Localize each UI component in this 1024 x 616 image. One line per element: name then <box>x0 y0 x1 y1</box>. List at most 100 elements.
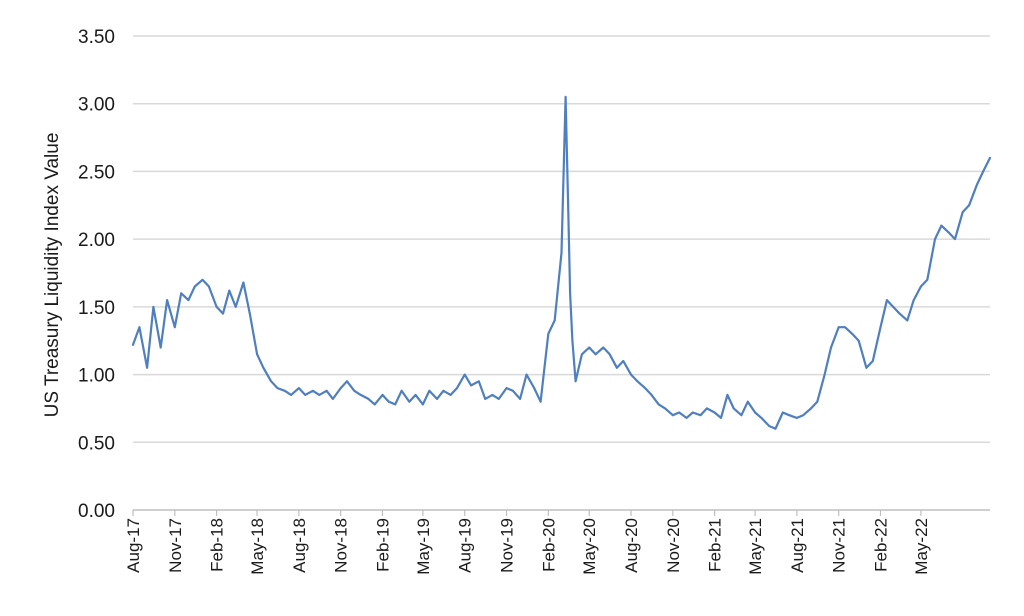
data-point <box>166 299 169 301</box>
data-point <box>768 425 771 427</box>
data-point <box>810 407 812 410</box>
data-point <box>664 407 666 410</box>
data-point <box>463 373 466 376</box>
data-point <box>248 312 251 315</box>
data-point <box>519 398 521 400</box>
data-point <box>788 414 791 417</box>
data-point <box>685 417 688 419</box>
data-point <box>564 96 567 98</box>
data-point <box>657 403 660 406</box>
data-point <box>726 394 729 396</box>
data-point <box>180 292 183 295</box>
data-point <box>339 387 342 389</box>
data-point <box>630 373 632 376</box>
data-point <box>138 326 141 329</box>
data-point <box>201 278 204 281</box>
data-point <box>982 170 985 173</box>
x-tick-label: May-21 <box>746 518 765 575</box>
data-point <box>644 387 646 389</box>
data-point <box>187 299 190 301</box>
data-point <box>594 353 597 356</box>
y-tick-label: 1.50 <box>78 298 115 319</box>
data-point <box>242 281 245 284</box>
data-point <box>283 389 286 392</box>
data-point <box>132 343 134 346</box>
gridlines <box>133 35 990 444</box>
data-point <box>400 389 403 392</box>
data-point <box>961 211 964 214</box>
data-point <box>713 411 716 414</box>
data-point <box>732 407 735 410</box>
data-point <box>940 224 943 227</box>
data-point <box>394 403 397 406</box>
x-tick-label: Aug-19 <box>456 518 475 573</box>
data-point <box>353 389 356 392</box>
data-point <box>208 285 210 288</box>
data-point <box>636 380 639 383</box>
data-point <box>912 299 915 301</box>
data-point <box>477 380 480 383</box>
x-tick-label: Nov-17 <box>166 518 185 573</box>
data-point <box>553 319 556 322</box>
y-tick-label: 0.00 <box>78 501 115 522</box>
data-point <box>954 238 956 241</box>
y-tick-label: 0.50 <box>78 433 115 454</box>
y-tick-label: 2.50 <box>78 162 115 183</box>
data-point <box>422 403 424 406</box>
data-point <box>325 389 328 392</box>
data-point <box>975 184 978 186</box>
axes <box>132 509 990 516</box>
data-point <box>304 394 307 396</box>
data-point <box>359 394 362 396</box>
data-point <box>898 312 901 315</box>
data-point <box>796 417 798 419</box>
data-point <box>436 398 438 400</box>
x-tick-label: Feb-20 <box>539 518 558 572</box>
x-tick-label: May-19 <box>414 518 433 575</box>
x-tick-label: Aug-21 <box>788 518 807 573</box>
data-point <box>581 353 583 356</box>
data-point <box>926 278 929 281</box>
data-point <box>906 319 909 322</box>
data-point <box>491 394 494 396</box>
data-point <box>781 411 784 414</box>
data-point <box>146 366 149 369</box>
data-point <box>989 157 991 159</box>
data-point <box>367 398 370 400</box>
data-point <box>608 353 611 356</box>
data-point <box>760 417 763 419</box>
x-tick-label: Nov-18 <box>332 518 351 573</box>
x-tick-label: May-18 <box>248 518 267 575</box>
data-point <box>844 326 846 329</box>
data-point <box>215 306 218 308</box>
data-point <box>262 366 265 369</box>
y-tick-label: 1.00 <box>78 366 115 387</box>
data-point <box>865 366 868 369</box>
data-point <box>539 400 542 403</box>
data-point <box>470 384 472 387</box>
y-tick-label: 3.50 <box>78 27 115 48</box>
data-point <box>879 326 882 329</box>
data-point <box>373 403 376 406</box>
x-tick-label: Nov-21 <box>830 518 849 573</box>
x-tick-label: Aug-18 <box>290 518 309 573</box>
series-layer <box>131 95 992 430</box>
x-tick-label: May-20 <box>580 518 599 575</box>
data-point <box>851 333 854 335</box>
data-point <box>886 299 888 301</box>
data-point <box>934 238 936 241</box>
data-point <box>699 414 702 417</box>
x-tick-label: May-22 <box>912 518 931 575</box>
data-point <box>920 285 922 288</box>
x-tick-label: Feb-18 <box>208 518 227 572</box>
data-point <box>484 398 487 400</box>
data-point <box>602 346 605 349</box>
x-tick-label: Nov-20 <box>664 518 683 573</box>
y-axis-label: US Treasury Liquidity Index Value <box>42 133 63 418</box>
data-point <box>497 398 500 400</box>
data-point <box>298 387 300 389</box>
data-point <box>456 387 458 389</box>
data-point <box>533 387 536 389</box>
